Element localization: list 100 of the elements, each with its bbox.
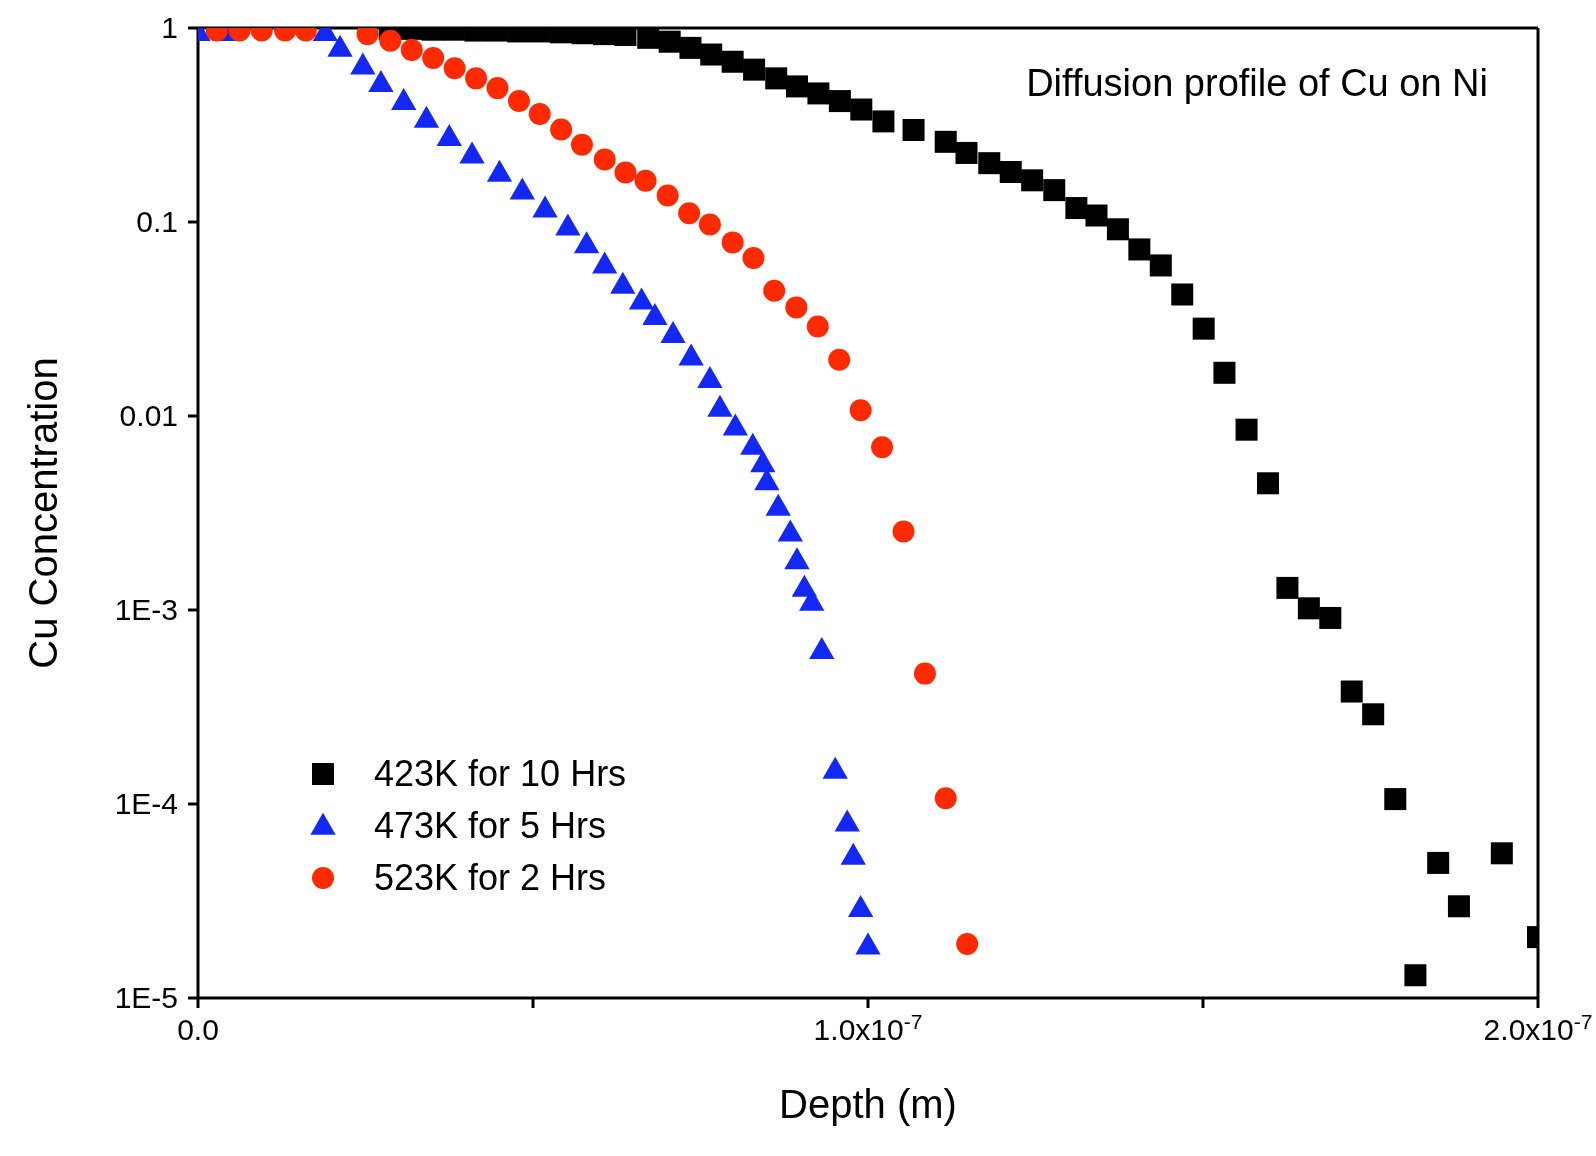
point xyxy=(742,247,765,270)
point xyxy=(656,184,679,207)
point xyxy=(1404,964,1427,987)
point xyxy=(1490,842,1513,865)
point xyxy=(422,47,445,70)
point xyxy=(555,213,581,236)
point xyxy=(1213,361,1236,384)
point xyxy=(934,787,957,810)
point xyxy=(707,394,733,417)
point xyxy=(1149,254,1172,277)
point xyxy=(871,436,894,459)
point xyxy=(1021,169,1044,192)
legend-label: 473K for 5 Hrs xyxy=(374,805,607,847)
y-tick-label: 0.1 xyxy=(136,205,178,238)
point xyxy=(1447,895,1470,918)
point xyxy=(777,519,803,542)
point xyxy=(1085,204,1108,227)
point xyxy=(532,195,558,218)
point xyxy=(872,110,895,133)
point xyxy=(592,251,618,274)
point xyxy=(902,119,925,141)
point xyxy=(465,67,488,90)
y-tick-label: 1 xyxy=(161,11,178,44)
point xyxy=(1297,597,1320,620)
point xyxy=(443,57,466,80)
y-tick-label: 1E-5 xyxy=(114,981,178,1014)
legend-label: 423K for 10 Hrs xyxy=(374,753,627,795)
point xyxy=(763,279,786,302)
point xyxy=(849,399,872,422)
point xyxy=(743,58,766,81)
point xyxy=(784,547,810,570)
point xyxy=(955,141,978,164)
point xyxy=(740,432,766,455)
point xyxy=(593,148,616,171)
y-axis-title: Cu Concentration xyxy=(21,357,66,669)
point xyxy=(956,932,979,955)
point xyxy=(678,343,704,366)
point xyxy=(850,98,873,121)
point xyxy=(507,90,530,113)
point xyxy=(573,231,600,254)
point xyxy=(806,315,829,338)
point xyxy=(1065,197,1088,220)
x-axis-title: Depth (m) xyxy=(779,1082,957,1126)
point xyxy=(634,169,657,192)
point xyxy=(1362,703,1385,726)
point xyxy=(350,52,376,75)
text: Diffusion profile of Cu on Ni xyxy=(1026,62,1488,104)
point xyxy=(1128,238,1151,261)
y-tick-label: 0.01 xyxy=(119,399,178,432)
point xyxy=(1043,179,1066,202)
point xyxy=(934,130,957,153)
point xyxy=(785,296,808,319)
point xyxy=(1340,680,1363,703)
point xyxy=(1276,576,1299,599)
point xyxy=(750,450,776,473)
point xyxy=(809,637,835,660)
point xyxy=(855,932,881,955)
point xyxy=(913,662,936,685)
point xyxy=(698,213,721,236)
point xyxy=(892,520,915,543)
point xyxy=(637,28,660,49)
point xyxy=(509,177,535,200)
point xyxy=(1171,283,1194,306)
point xyxy=(765,67,788,90)
point xyxy=(570,133,593,156)
point xyxy=(840,842,866,865)
point xyxy=(550,118,573,141)
point xyxy=(765,493,791,516)
point xyxy=(721,231,744,254)
point xyxy=(978,152,1001,175)
point xyxy=(828,348,851,371)
point xyxy=(628,287,655,310)
point xyxy=(822,756,848,779)
point xyxy=(1192,317,1215,340)
point xyxy=(1427,851,1450,874)
point xyxy=(660,321,686,344)
point xyxy=(722,413,748,436)
y-tick-label: 1E-4 xyxy=(114,787,178,820)
point xyxy=(834,809,860,832)
point xyxy=(379,29,402,52)
y-tick-label: 1E-3 xyxy=(114,593,178,626)
point xyxy=(799,588,825,611)
legend-label: 523K for 2 Hrs xyxy=(374,857,607,899)
point xyxy=(1106,218,1129,241)
point xyxy=(528,103,551,126)
point xyxy=(614,161,637,184)
point xyxy=(828,90,851,113)
point xyxy=(678,202,701,225)
point xyxy=(400,39,423,62)
point xyxy=(847,895,874,918)
point xyxy=(1384,788,1407,811)
point xyxy=(1256,472,1279,495)
x-tick-label: 2.0x10$^{-7}$ xyxy=(1483,1009,1593,1046)
point xyxy=(999,161,1022,184)
x-tick-label: 1.0x10$^{-7}$ xyxy=(813,1009,923,1046)
point xyxy=(1235,418,1258,441)
x-tick-label: 0.0 xyxy=(177,1013,219,1046)
point xyxy=(486,77,509,100)
point xyxy=(721,50,744,73)
point xyxy=(1319,606,1342,629)
